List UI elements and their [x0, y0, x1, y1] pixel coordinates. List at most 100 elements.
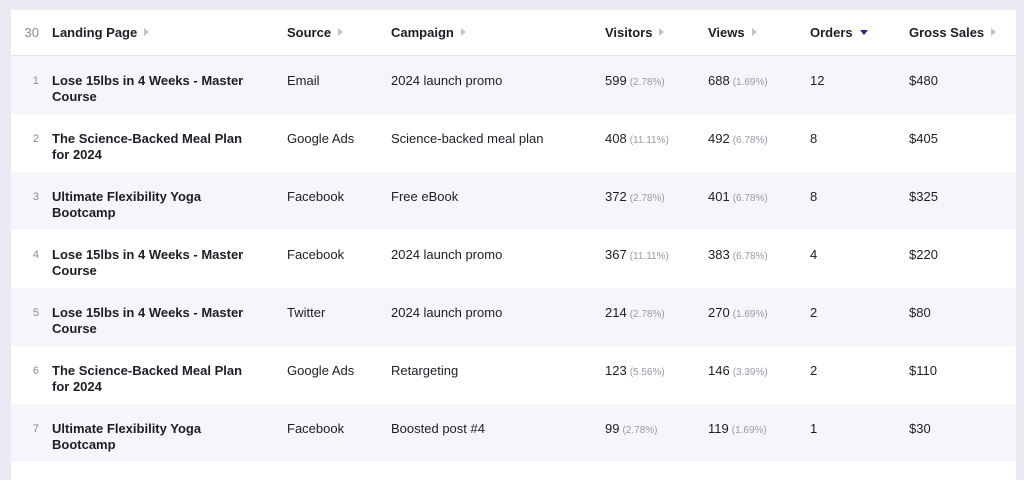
cell-views: 119 (1.69%)	[708, 421, 767, 439]
source-value: Facebook	[287, 421, 345, 436]
visitors-value: 408	[605, 131, 627, 146]
cell-landing-page: Ultimate Flexibility Yoga Bootcamp	[52, 421, 252, 453]
table-row[interactable]: 1 Lose 15lbs in 4 Weeks - Master Course Em…	[11, 56, 1016, 114]
column-header-gross-sales[interactable]: Gross Sales	[909, 25, 997, 41]
views-value: 270	[708, 305, 730, 320]
views-value: 492	[708, 131, 730, 146]
column-header-landing-page[interactable]: Landing Page	[52, 25, 252, 41]
gross-sales-value: $325	[909, 189, 938, 204]
visitors-value: 99	[605, 421, 620, 436]
index-value: 5	[32, 307, 39, 319]
cell-gross-sales: $405	[909, 131, 938, 147]
column-header-source[interactable]: Source	[287, 25, 344, 41]
source-value: Email	[287, 73, 320, 88]
cell-gross-sales: $110	[909, 363, 937, 379]
orders-value: 1	[810, 421, 818, 436]
table-row[interactable]: 4 Lose 15lbs in 4 Weeks - Master Course Fa…	[11, 230, 1016, 288]
campaign-value: 2024 launch promo	[391, 247, 503, 262]
index-value: 4	[32, 249, 39, 261]
source-value: Google Ads	[287, 363, 355, 378]
orders-value: 4	[810, 247, 818, 262]
cell-landing-page: Lose 15lbs in 4 Weeks - Master Course	[52, 247, 252, 279]
cell-source: Google Ads	[287, 131, 354, 147]
cell-landing-page: Lose 15lbs in 4 Weeks - Master Course	[52, 73, 252, 105]
column-header-campaign[interactable]: Campaign	[391, 25, 466, 41]
column-header-label: Visitors	[605, 25, 653, 40]
table-body: 1 Lose 15lbs in 4 Weeks - Master Course Em…	[11, 56, 1016, 462]
percentage-value: (11.11%)	[629, 135, 669, 146]
sort-icon[interactable]	[338, 28, 344, 36]
sort-icon[interactable]	[659, 28, 665, 36]
cell-visitors: 214 (2.78%)	[605, 305, 665, 323]
cell-visitors: 367 (11.11%)	[605, 247, 669, 265]
table-row[interactable]: 2 The Science-Backed Meal Plan for 2024 Go…	[11, 114, 1016, 172]
source-value: Facebook	[287, 247, 345, 262]
campaign-value: Boosted post #4	[391, 421, 485, 436]
cell-index: 3	[11, 189, 39, 205]
table-row[interactable]: 6 The Science-Backed Meal Plan for 2024 Go…	[11, 346, 1016, 404]
sort-icon[interactable]	[144, 28, 150, 36]
sort-icon[interactable]	[751, 28, 757, 36]
views-value: 146	[708, 363, 730, 378]
cell-orders: 1	[810, 421, 817, 437]
column-header-label: Gross Sales	[909, 25, 985, 40]
campaign-value: Science-backed meal plan	[391, 131, 544, 146]
cell-visitors: 599 (2.78%)	[605, 73, 665, 91]
cell-views: 270 (1.69%)	[708, 305, 768, 323]
table-header: 30 Landing Page Source Campaign Visitors Vie…	[11, 10, 1016, 56]
cell-views: 383 (6.78%)	[708, 247, 768, 265]
cell-orders: 2	[810, 305, 817, 321]
sort-icon[interactable]	[991, 28, 997, 36]
gross-sales-value: $30	[909, 421, 931, 436]
percentage-value: (2.78%)	[622, 425, 658, 436]
cell-landing-page: Lose 15lbs in 4 Weeks - Master Course	[52, 305, 252, 337]
percentage-value: (6.78%)	[732, 193, 768, 204]
views-value: 688	[708, 73, 730, 88]
cell-source: Facebook	[287, 189, 344, 205]
column-header-visitors[interactable]: Visitors	[605, 25, 665, 41]
cell-orders: 8	[810, 131, 817, 147]
cell-landing-page: The Science-Backed Meal Plan for 2024	[52, 131, 252, 163]
landing-page-value: Lose 15lbs in 4 Weeks - Master Course	[52, 247, 244, 278]
visitors-value: 372	[605, 189, 627, 204]
column-header-label: Campaign	[391, 25, 454, 40]
cell-index: 1	[11, 73, 39, 89]
cell-visitors: 123 (5.56%)	[605, 363, 665, 381]
visitors-value: 599	[605, 73, 627, 88]
percentage-value: (2.78%)	[629, 309, 665, 320]
column-header-label: Source	[287, 25, 332, 40]
cell-campaign: Science-backed meal plan	[391, 131, 543, 147]
campaign-value: 2024 launch promo	[391, 305, 503, 320]
cell-gross-sales: $220	[909, 247, 938, 263]
column-header-orders[interactable]: Orders	[810, 25, 868, 41]
column-header-label: Views	[708, 25, 745, 40]
percentage-value: (11.11%)	[629, 251, 669, 262]
cell-views: 146 (3.39%)	[708, 363, 768, 381]
sort-icon[interactable]	[460, 28, 466, 36]
landing-page-value: Lose 15lbs in 4 Weeks - Master Course	[52, 305, 244, 336]
cell-gross-sales: $80	[909, 305, 931, 321]
cell-gross-sales: $480	[909, 73, 938, 89]
table-row[interactable]: 7 Ultimate Flexibility Yoga Bootcamp Faceb…	[11, 404, 1016, 462]
visitors-value: 214	[605, 305, 627, 320]
table-row[interactable]: 3 Ultimate Flexibility Yoga Bootcamp Faceb…	[11, 172, 1016, 230]
cell-visitors: 372 (2.78%)	[605, 189, 665, 207]
orders-value: 2	[810, 363, 818, 378]
cell-source: Twitter	[287, 305, 325, 321]
cell-index: 2	[11, 131, 39, 147]
source-value: Google Ads	[287, 131, 355, 146]
table-row[interactable]: 5 Lose 15lbs in 4 Weeks - Master Course Tw…	[11, 288, 1016, 346]
cell-index: 7	[11, 421, 39, 437]
sort-descending-icon[interactable]	[859, 30, 868, 35]
campaign-value: Retargeting	[391, 363, 459, 378]
landing-page-value: Lose 15lbs in 4 Weeks - Master Course	[52, 73, 244, 104]
percentage-value: (2.78%)	[629, 77, 665, 88]
campaign-value: 2024 launch promo	[391, 73, 503, 88]
orders-value: 2	[810, 305, 818, 320]
cell-campaign: Free eBook	[391, 189, 458, 205]
index-value: 7	[32, 423, 39, 435]
views-value: 119	[708, 421, 729, 436]
column-header-views[interactable]: Views	[708, 25, 757, 41]
index-value: 2	[32, 133, 39, 145]
percentage-value: (1.69%)	[732, 309, 768, 320]
